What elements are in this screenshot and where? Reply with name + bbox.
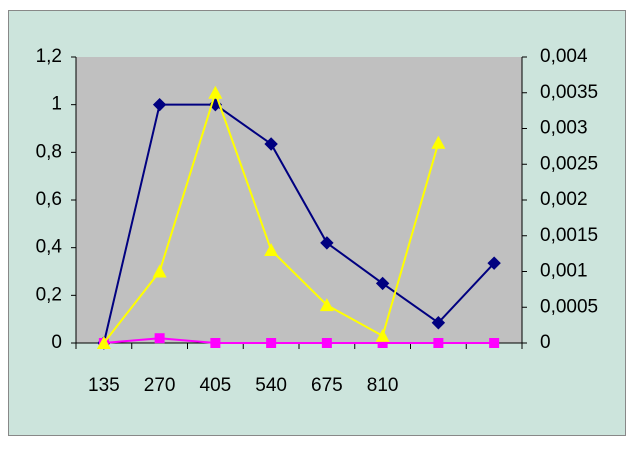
y-tick-label: 0,8 — [36, 141, 62, 162]
y2-tick-label: 0,001 — [540, 261, 588, 282]
x-tick-label: 540 — [255, 375, 287, 396]
diamond-marker — [431, 316, 446, 330]
y2-tick-label: 0,002 — [540, 189, 588, 210]
triangle-marker — [375, 328, 390, 342]
y2-tick-label: 0,0035 — [540, 82, 598, 103]
y-tick-label: 0,6 — [36, 189, 62, 210]
x-tick-label: 405 — [200, 375, 232, 396]
x-tick-label: 675 — [311, 375, 343, 396]
diamond-marker — [487, 256, 501, 270]
diamond-marker — [152, 97, 167, 112]
y2-tick-label: 0,004 — [540, 46, 588, 67]
square-marker — [266, 338, 277, 348]
square-marker — [489, 338, 500, 348]
square-marker — [433, 338, 444, 348]
plot-area — [76, 57, 522, 343]
y2-tick-label: 0 — [540, 332, 551, 353]
triangle-marker — [264, 243, 279, 257]
triangle-marker — [208, 85, 223, 99]
y-tick-label: 1 — [51, 94, 62, 115]
diamond-marker — [320, 236, 334, 250]
square-marker — [321, 338, 332, 348]
square-marker — [377, 338, 388, 348]
square-marker — [210, 338, 221, 348]
y2-tick-label: 0,0015 — [540, 225, 598, 246]
triangle-marker — [96, 336, 111, 349]
diamond-marker — [264, 137, 278, 151]
triangle-marker — [319, 298, 334, 312]
x-tick-label: 270 — [144, 375, 176, 396]
series-line — [103, 337, 495, 344]
y-tick-label: 1,2 — [36, 46, 62, 67]
y2-tick-label: 0,0025 — [540, 153, 598, 174]
series-line — [102, 103, 495, 344]
diamond-marker — [375, 276, 390, 291]
y2-tick-label: 0,0005 — [540, 296, 598, 317]
y-tick-label: 0,2 — [36, 284, 62, 305]
triangle-marker — [152, 264, 167, 278]
square-marker — [154, 333, 165, 344]
triangle-marker — [431, 135, 446, 149]
y2-tick-label: 0,003 — [540, 118, 588, 139]
y-tick-label: 0,4 — [36, 237, 63, 258]
x-tick-label: 135 — [88, 375, 120, 396]
y-tick-label: 0 — [51, 332, 62, 353]
x-tick-label: 810 — [367, 375, 399, 396]
